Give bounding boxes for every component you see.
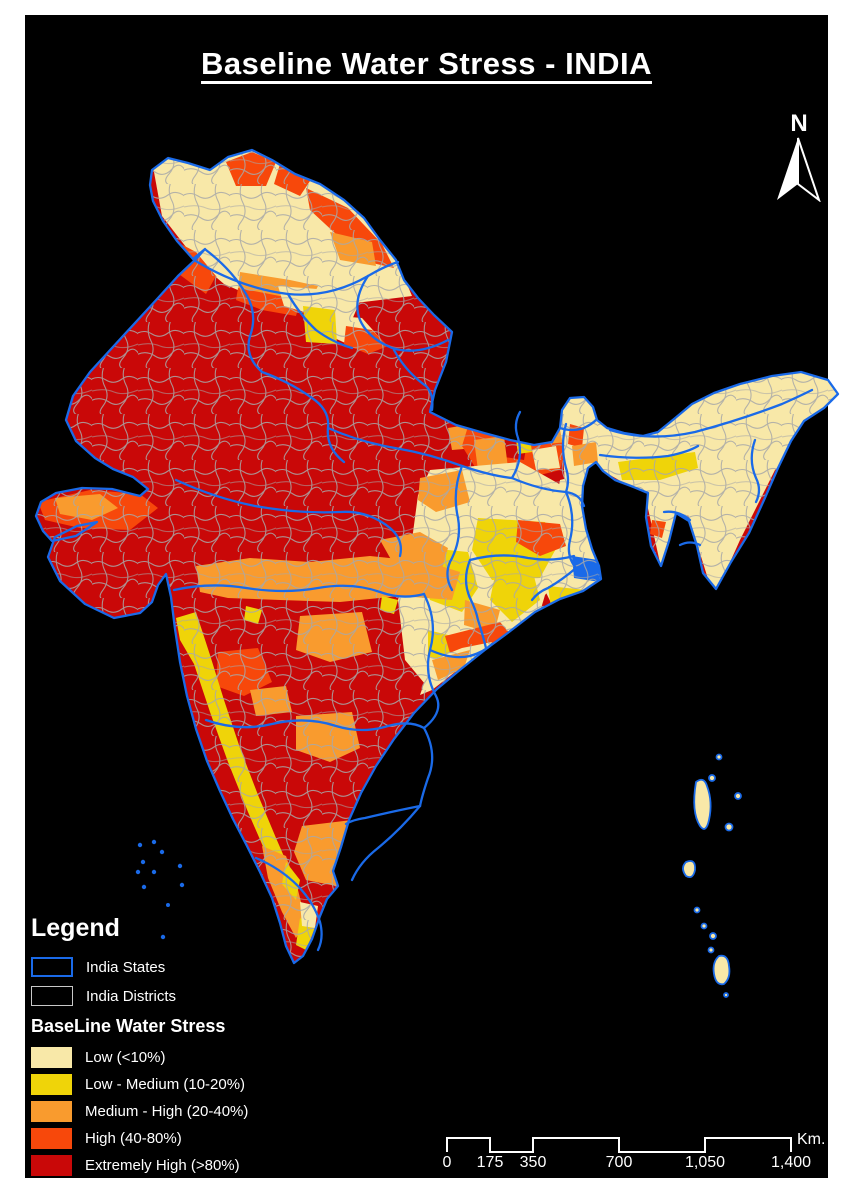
legend-class-high: High (40-80%) — [31, 1128, 248, 1149]
legend-class-low: Low (<10%) — [31, 1047, 248, 1068]
lakshadweep-islands — [135, 839, 185, 940]
legend: Legend India States India Districts Base… — [31, 914, 248, 1182]
state-borders — [34, 148, 840, 965]
districts-outline-swatch — [31, 986, 73, 1006]
class-color-swatch — [31, 1047, 72, 1068]
scale-bar: 0 175 350 700 1,050 1,400 Km. — [440, 1128, 840, 1178]
north-arrow: N — [770, 110, 828, 202]
class-label: Low (<10%) — [85, 1049, 166, 1066]
scale-tick-label: 350 — [519, 1154, 547, 1171]
scale-tick-label: 0 — [442, 1154, 452, 1171]
legend-heading: Legend — [31, 914, 120, 942]
scale-bar-icon — [446, 1137, 792, 1153]
page-title: Baseline Water Stress - INDIA — [201, 46, 652, 81]
north-label: N — [790, 110, 808, 137]
north-arrow-icon — [777, 137, 821, 202]
class-color-swatch — [31, 1155, 72, 1176]
class-label: Medium - High (20-40%) — [85, 1103, 249, 1120]
legend-class-extremely-high: Extremely High (>80%) — [31, 1155, 248, 1176]
class-color-swatch — [31, 1101, 72, 1122]
legend-subtitle: BaseLine Water Stress — [31, 1016, 226, 1036]
class-label: Extremely High (>80%) — [85, 1157, 240, 1174]
legend-layer-districts: India Districts — [31, 986, 248, 1006]
scale-tick-label: 1,400 — [770, 1154, 812, 1171]
legend-layer-label: India Districts — [86, 987, 177, 1005]
states-outline-swatch — [31, 957, 73, 977]
scale-unit-label: Km. — [797, 1131, 826, 1148]
class-label: High (40-80%) — [85, 1130, 182, 1147]
legend-layer-states: India States — [31, 957, 248, 977]
scale-tick-label: 700 — [605, 1154, 633, 1171]
scale-tick-label: 175 — [476, 1154, 504, 1171]
class-label: Low - Medium (10-20%) — [85, 1076, 246, 1093]
scale-tick-label: 1,050 — [684, 1154, 726, 1171]
andaman-nicobar-islands — [682, 753, 742, 998]
class-color-swatch — [31, 1128, 72, 1149]
class-color-swatch — [31, 1074, 72, 1095]
legend-class-low-medium: Low - Medium (10-20%) — [31, 1074, 248, 1095]
legend-class-medium-high: Medium - High (20-40%) — [31, 1101, 248, 1122]
legend-layer-label: India States — [86, 958, 166, 976]
